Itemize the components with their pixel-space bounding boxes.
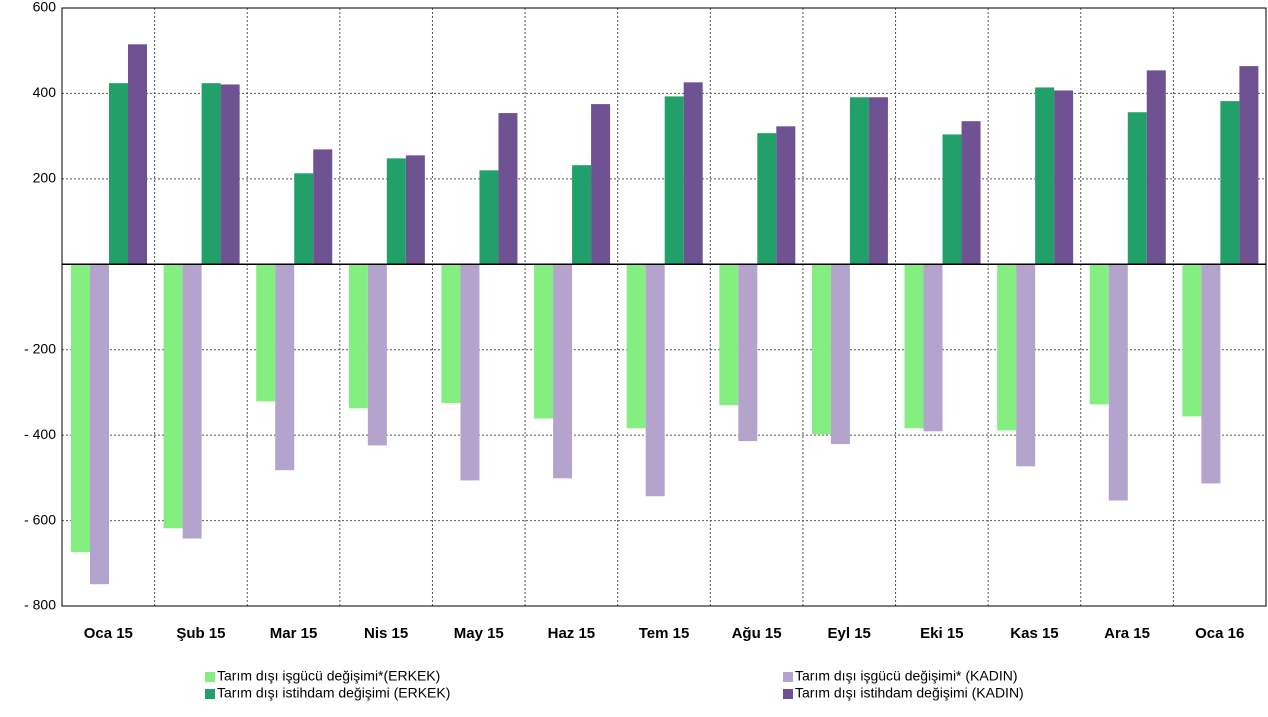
- plot-frame: [61, 7, 1267, 607]
- bar: [961, 121, 981, 265]
- bar: [479, 170, 499, 265]
- bar: [313, 149, 333, 265]
- y-tick-label: - 800: [24, 597, 56, 613]
- x-tick-label: May 15: [454, 625, 504, 642]
- bar: [553, 264, 573, 479]
- x-tick-label: Tem 15: [639, 625, 690, 642]
- bar: [645, 264, 665, 497]
- bar: [1146, 70, 1166, 265]
- legend-swatch: [783, 672, 793, 682]
- bar: [348, 264, 368, 409]
- x-tick-label: Oca 15: [84, 625, 133, 642]
- bar: [664, 96, 684, 265]
- x-tick-label: Oca 16: [1195, 625, 1244, 642]
- bar: [1016, 264, 1036, 467]
- bar: [367, 264, 387, 446]
- legend-swatch: [205, 672, 215, 682]
- y-tick-label: - 200: [24, 340, 56, 356]
- legend-swatch: [205, 689, 215, 699]
- bar: [220, 84, 240, 265]
- bar: [90, 264, 109, 585]
- x-tick-label: Mar 15: [270, 625, 318, 642]
- x-tick-label: Ara 15: [1104, 625, 1150, 642]
- legend-label: Tarım dışı istihdam değişimi (ERKEK): [217, 685, 450, 701]
- bar: [109, 83, 128, 265]
- legend-label: Tarım dışı işgücü değişimi* (KADIN): [795, 668, 1018, 684]
- bar: [626, 264, 646, 429]
- bar: [776, 126, 796, 265]
- bar: [997, 264, 1017, 431]
- y-tick-label: - 400: [24, 426, 56, 442]
- legend-label: Tarım dışı işgücü değişimi*(ERKEK): [217, 668, 440, 684]
- bar: [275, 264, 295, 471]
- bar: [163, 264, 183, 529]
- bar: [1182, 264, 1202, 417]
- bar: [868, 97, 888, 265]
- bar: [294, 173, 314, 265]
- bar: [591, 104, 611, 265]
- x-tick-label: Ağu 15: [732, 625, 782, 642]
- x-tick-label: Kas 15: [1010, 625, 1058, 642]
- y-tick-label: - 600: [24, 511, 56, 527]
- y-tick-label: 200: [33, 170, 57, 186]
- bar: [1089, 264, 1109, 405]
- y-tick-label: 400: [33, 84, 57, 100]
- bar: [738, 264, 758, 442]
- bar: [849, 97, 869, 265]
- x-tick-label: Eyl 15: [828, 625, 871, 642]
- x-tick-label: Şub 15: [176, 625, 225, 642]
- bar: [923, 264, 943, 432]
- bar: [201, 83, 221, 265]
- bar: [719, 264, 739, 406]
- bar: [441, 264, 461, 404]
- legend-swatch: [783, 689, 793, 699]
- bar: [572, 165, 592, 265]
- bar: [534, 264, 554, 419]
- bar: [182, 264, 202, 539]
- legend-label: Tarım dışı istihdam değişimi (KADIN): [795, 685, 1024, 701]
- bar: [1035, 87, 1055, 265]
- x-tick-label: Haz 15: [548, 625, 596, 642]
- bar: [942, 134, 962, 265]
- bar: [1108, 264, 1128, 501]
- bar: [830, 264, 850, 445]
- bar: [683, 82, 703, 265]
- y-tick-label: 600: [33, 0, 57, 15]
- bar: [1054, 90, 1074, 265]
- bar: [904, 264, 924, 429]
- bar: [405, 155, 425, 265]
- bar: [460, 264, 480, 481]
- bar: [1201, 264, 1221, 484]
- bar: [757, 133, 777, 265]
- bar: [811, 264, 831, 435]
- bar: [1239, 66, 1259, 265]
- bar: [71, 264, 90, 553]
- bar: [256, 264, 276, 402]
- bar: [1127, 112, 1147, 265]
- x-tick-label: Nis 15: [364, 625, 408, 642]
- bar: [1220, 101, 1240, 265]
- bar: [386, 158, 406, 265]
- bar: [498, 113, 518, 265]
- x-tick-label: Eki 15: [920, 625, 963, 642]
- bar: [128, 44, 147, 265]
